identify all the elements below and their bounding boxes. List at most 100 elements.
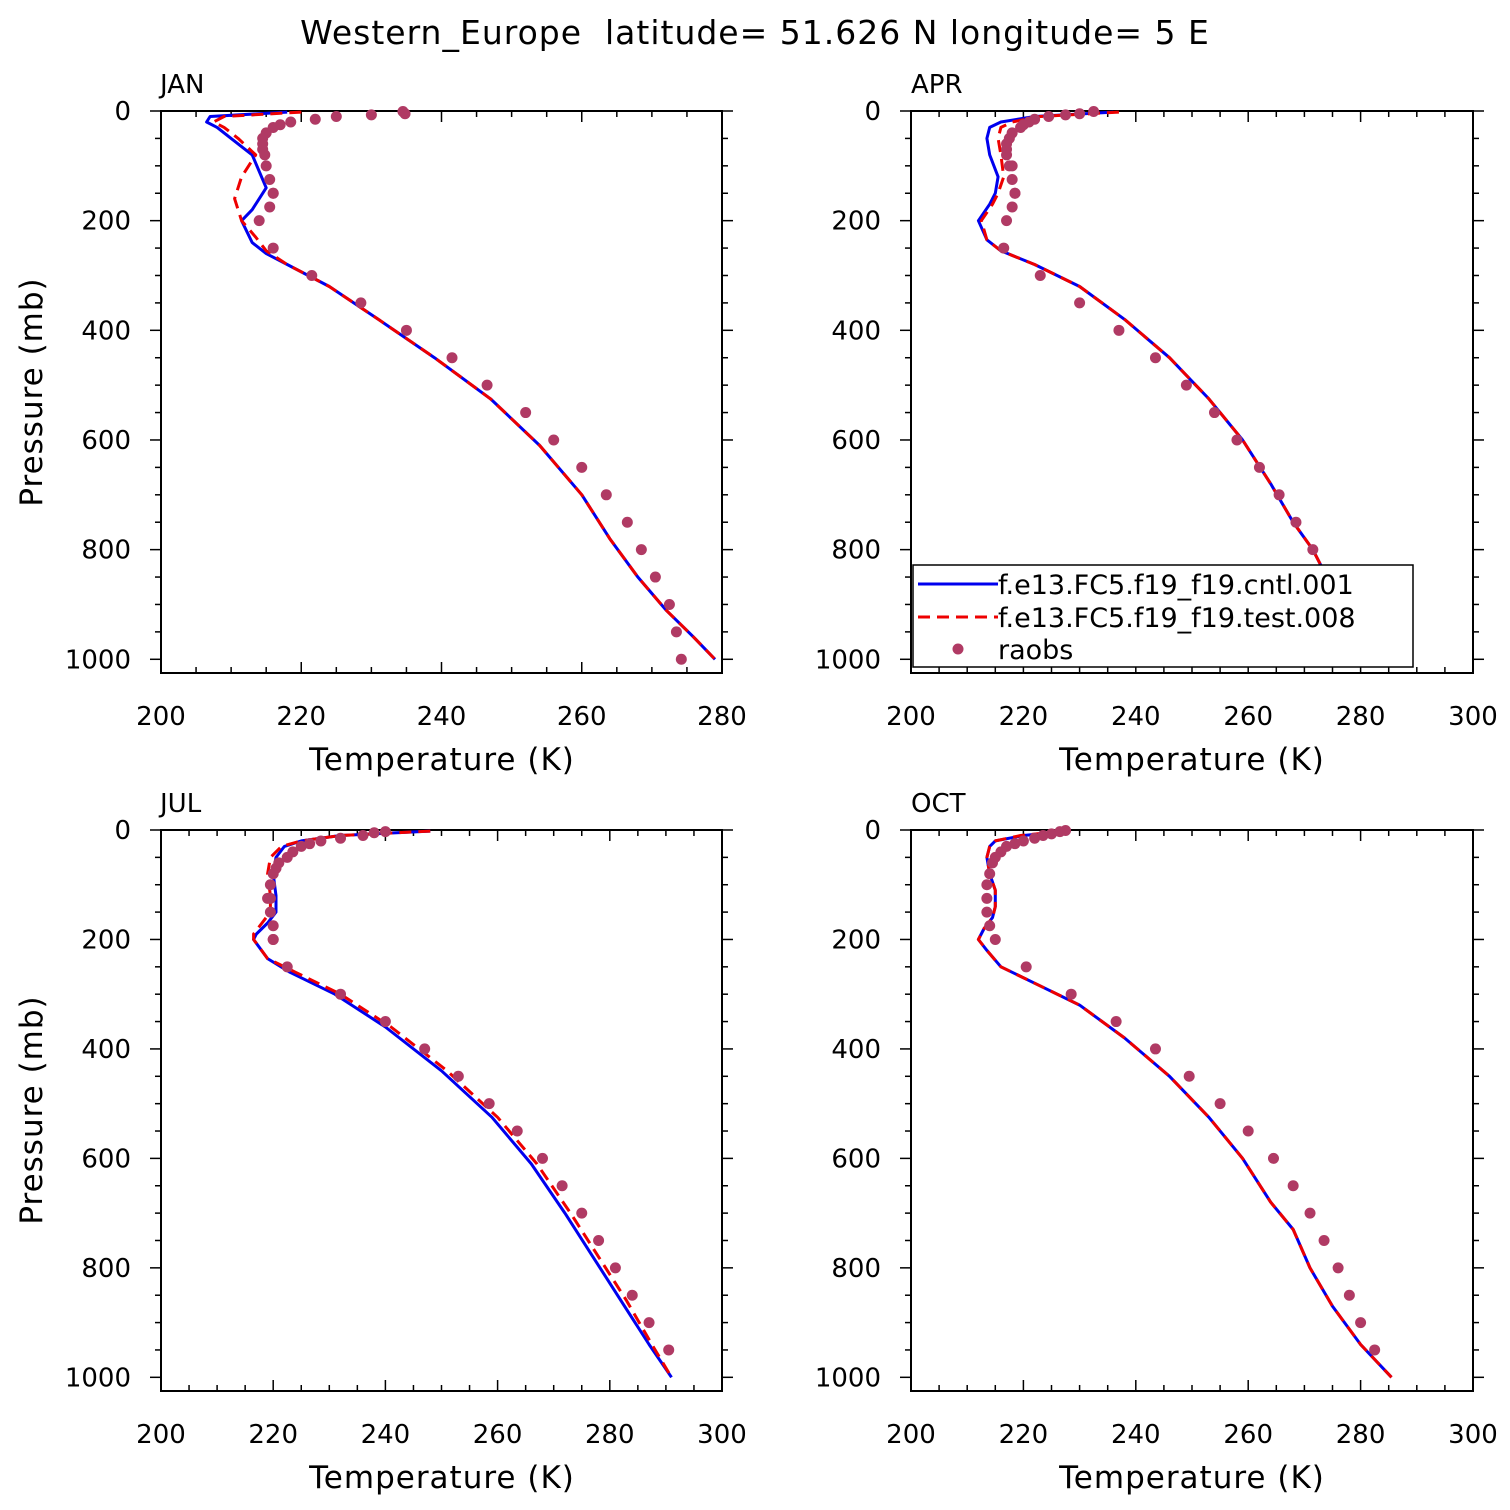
raobs-point xyxy=(600,489,612,501)
raobs-point xyxy=(330,110,342,122)
legend-raobs-label: raobs xyxy=(998,635,1073,666)
raobs-point xyxy=(267,868,279,880)
raobs-point xyxy=(260,160,272,172)
raobs-point xyxy=(1253,461,1265,473)
x-tick-label: 200 xyxy=(886,702,936,732)
raobs-point xyxy=(264,201,276,213)
y-tick-label: 800 xyxy=(81,536,131,566)
raobs-point xyxy=(259,149,271,161)
raobs-point xyxy=(1046,828,1057,840)
raobs-point xyxy=(253,215,265,227)
raobs-point xyxy=(1183,1070,1195,1082)
x-tick-label: 240 xyxy=(1111,1420,1161,1450)
y-tick-label: 400 xyxy=(81,1035,131,1065)
x-tick-label: 240 xyxy=(1111,702,1161,732)
oct-panel: OCT Temperature (K) 200 220 240 260 280 300 0 2… xyxy=(815,789,1498,1496)
raobs-point xyxy=(379,1016,391,1028)
x-tick-label: 280 xyxy=(1336,702,1386,732)
x-tick-label: 280 xyxy=(697,702,747,732)
raobs-point xyxy=(1029,832,1041,844)
legend: f.e13.FC5.f19_f19.cntl.001 f.e13.FC5.f19… xyxy=(912,564,1414,668)
raobs-point xyxy=(1054,826,1066,838)
raobs-point xyxy=(1267,1152,1279,1164)
legend-cntl-label: f.e13.FC5.f19_f19.cntl.001 xyxy=(998,570,1354,601)
y-tick-label: 1000 xyxy=(65,1363,131,1393)
raobs-point xyxy=(1006,201,1018,213)
raobs-point xyxy=(281,961,293,973)
legend-raobs-marker xyxy=(952,643,964,655)
raobs-point xyxy=(981,892,993,904)
legend-test-label: f.e13.FC5.f19_f19.test.008 xyxy=(998,603,1356,634)
raobs-point xyxy=(481,379,493,391)
raobs-point xyxy=(264,879,276,891)
raobs-point xyxy=(281,851,293,863)
raobs-point xyxy=(1110,1016,1122,1028)
raobs-point xyxy=(984,920,996,932)
raobs-point xyxy=(306,269,318,281)
raobs-point xyxy=(576,461,588,473)
raobs-point xyxy=(400,324,412,336)
raobs-point xyxy=(981,879,993,891)
raobs-point xyxy=(309,113,321,125)
raobs-point xyxy=(649,571,661,583)
y-tick-label: 800 xyxy=(831,536,881,566)
raobs-point xyxy=(355,297,367,309)
raobs-point xyxy=(981,906,993,918)
raobs-point xyxy=(357,829,369,841)
raobs-point xyxy=(1006,174,1018,186)
raobs-point xyxy=(621,516,633,528)
raobs-point xyxy=(1015,121,1027,133)
raobs-point xyxy=(998,242,1010,254)
raobs-point xyxy=(576,1207,588,1219)
raobs-point xyxy=(1017,835,1029,847)
jul-panel: JUL Temperature (K) Pressure (mb) 200 220… xyxy=(14,789,747,1496)
raobs-point xyxy=(609,1262,621,1274)
raobs-point xyxy=(1020,961,1032,973)
x-tick-label: 200 xyxy=(136,1420,186,1450)
x-tick-label: 220 xyxy=(248,1420,298,1450)
raobs-point xyxy=(643,1317,655,1329)
raobs-point xyxy=(675,653,687,665)
raobs-point xyxy=(556,1180,568,1192)
raobs-point xyxy=(635,544,647,556)
raobs-point xyxy=(1001,149,1013,161)
raobs-point xyxy=(536,1152,548,1164)
y-tick-label: 0 xyxy=(114,97,131,127)
raobs-point xyxy=(264,906,276,918)
raobs-point xyxy=(1214,1098,1226,1110)
raobs-point xyxy=(1006,160,1018,172)
x-tick-label: 240 xyxy=(417,702,467,732)
raobs-point xyxy=(452,1070,464,1082)
raobs-point xyxy=(1307,544,1319,556)
raobs-point xyxy=(593,1234,605,1246)
x-tick-label: 300 xyxy=(697,1420,747,1450)
raobs-point xyxy=(663,598,675,610)
x-tick-label: 260 xyxy=(1223,1420,1273,1450)
raobs-point xyxy=(365,109,377,121)
y-tick-label: 0 xyxy=(114,816,131,846)
raobs-point xyxy=(1304,1207,1316,1219)
y-tick-label: 200 xyxy=(831,207,881,237)
x-tick-label: 300 xyxy=(1448,702,1498,732)
y-tick-label: 200 xyxy=(831,925,881,955)
y-tick-label: 400 xyxy=(81,316,131,346)
y-tick-label: 800 xyxy=(831,1254,881,1284)
raobs-point xyxy=(295,840,307,852)
raobs-point xyxy=(446,352,458,364)
x-tick-label: 200 xyxy=(136,702,186,732)
panel-title: APR xyxy=(911,70,963,100)
x-tick-label: 300 xyxy=(1448,1420,1498,1450)
raobs-point xyxy=(1009,838,1021,850)
raobs-point xyxy=(626,1289,638,1301)
raobs-point xyxy=(1318,1234,1330,1246)
y-tick-label: 0 xyxy=(864,816,881,846)
y-tick-label: 1000 xyxy=(815,645,881,675)
test-series-line xyxy=(212,110,717,661)
raobs-point xyxy=(1065,988,1077,1000)
raobs-point xyxy=(1043,110,1055,122)
raobs-point xyxy=(984,868,996,880)
raobs-point xyxy=(1343,1289,1355,1301)
x-tick-label: 240 xyxy=(361,1420,411,1450)
y-tick-label: 400 xyxy=(831,316,881,346)
raobs-point xyxy=(1149,352,1161,364)
